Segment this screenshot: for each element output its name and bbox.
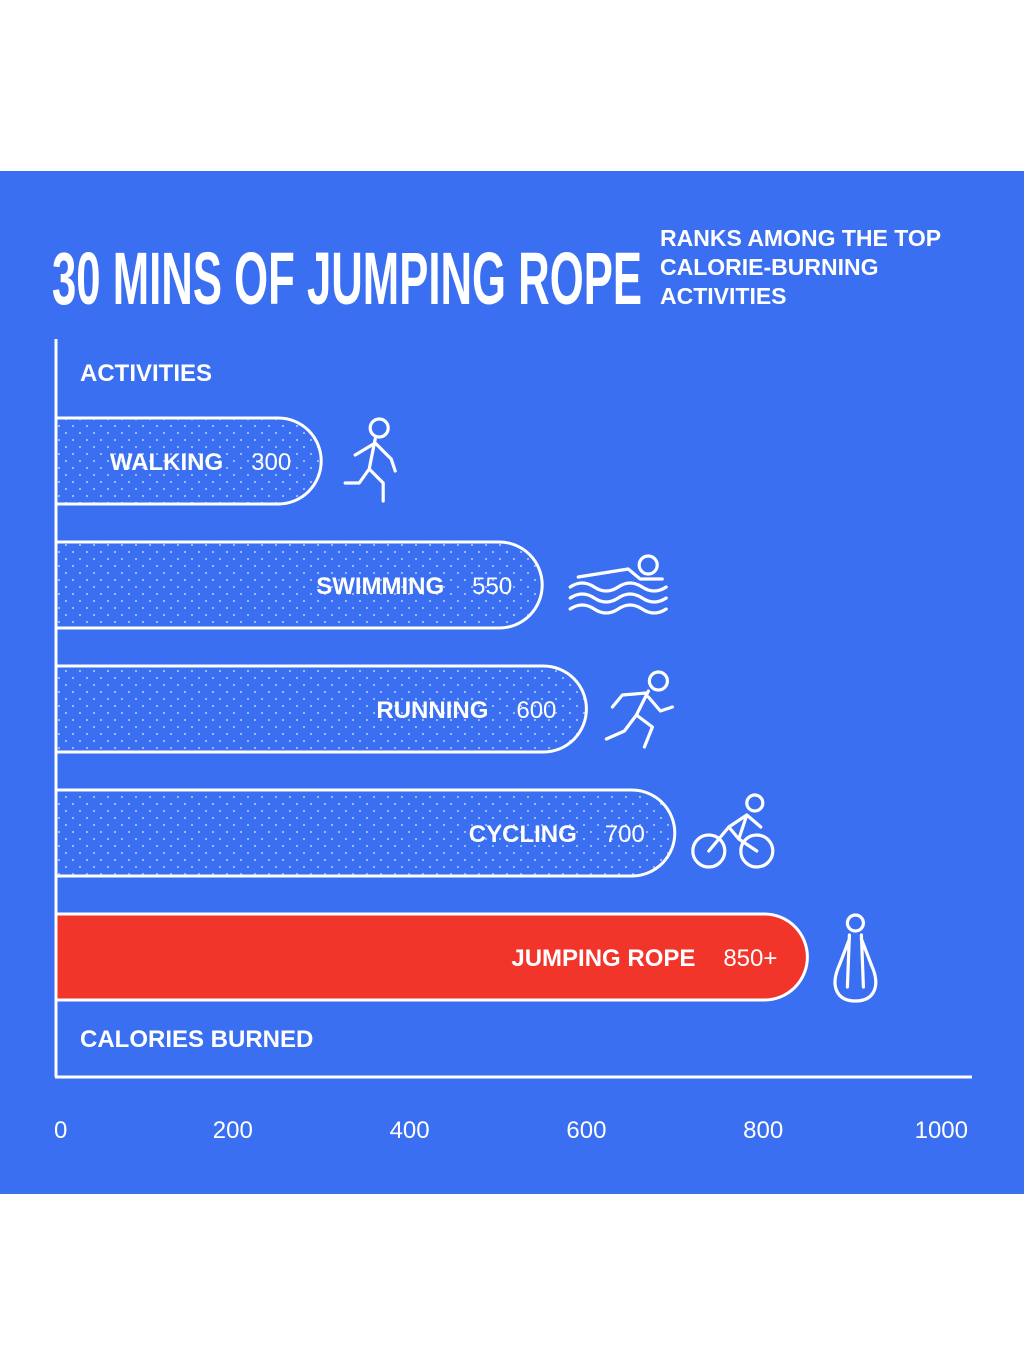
chart-subtitle-line: ACTIVITIES [660,283,787,309]
chart-title: 30 MINS OF JUMPING ROPE [52,237,642,320]
runner-icon [604,670,674,749]
bar-jumping-rope [54,912,809,1002]
bar-value-label: 550 [472,573,512,600]
chart-panel: 30 MINS OF JUMPING ROPE RANKS AMONG THE … [0,171,1024,1194]
chart-subtitle: RANKS AMONG THE TOP CALORIE-BURNING ACTIVI… [660,225,941,309]
bar-category-label: CYCLING [469,821,577,848]
bar-category-label: WALKING [110,449,223,476]
x-tick-label: 600 [566,1117,606,1144]
bar-group: 850+ JUMPING ROPE [54,912,878,1003]
x-tick-label: 0 [54,1117,67,1144]
bar-group: 700 CYCLING [54,788,775,878]
x-tick-label: 400 [390,1117,430,1144]
swimmer-icon [568,554,668,615]
y-axis-label: ACTIVITIES [80,360,212,387]
x-tick-label: 800 [743,1117,783,1144]
bar-group: 550 SWIMMING [54,540,668,630]
cyclist-icon [691,793,775,869]
bar-walking [54,416,323,506]
bar-category-label: RUNNING [376,697,488,724]
bar-cycling [54,788,677,878]
bar-running [54,664,588,754]
x-tick-label: 1000 [915,1117,968,1144]
bar-value-label: 850+ [723,945,777,972]
bar-value-label: 600 [516,697,556,724]
bar-group: 300 WALKING [54,416,397,506]
walking-person-icon [343,417,397,503]
bar-category-label: SWIMMING [316,573,444,600]
chart-subtitle-line: RANKS AMONG THE TOP [660,225,941,251]
chart-subtitle-line: CALORIE-BURNING [660,254,879,280]
bar-chart: 30 MINS OF JUMPING ROPE RANKS AMONG THE … [52,225,972,1144]
jump-rope-icon [833,913,878,1003]
bar-swimming [54,540,544,630]
bar-group: 600 RUNNING [54,664,674,754]
bar-category-label: JUMPING ROPE [511,945,695,972]
bar-value-label: 300 [251,449,291,476]
x-axis-label: CALORIES BURNED [80,1026,313,1053]
bar-value-label: 700 [605,821,645,848]
x-tick-label: 200 [213,1117,253,1144]
